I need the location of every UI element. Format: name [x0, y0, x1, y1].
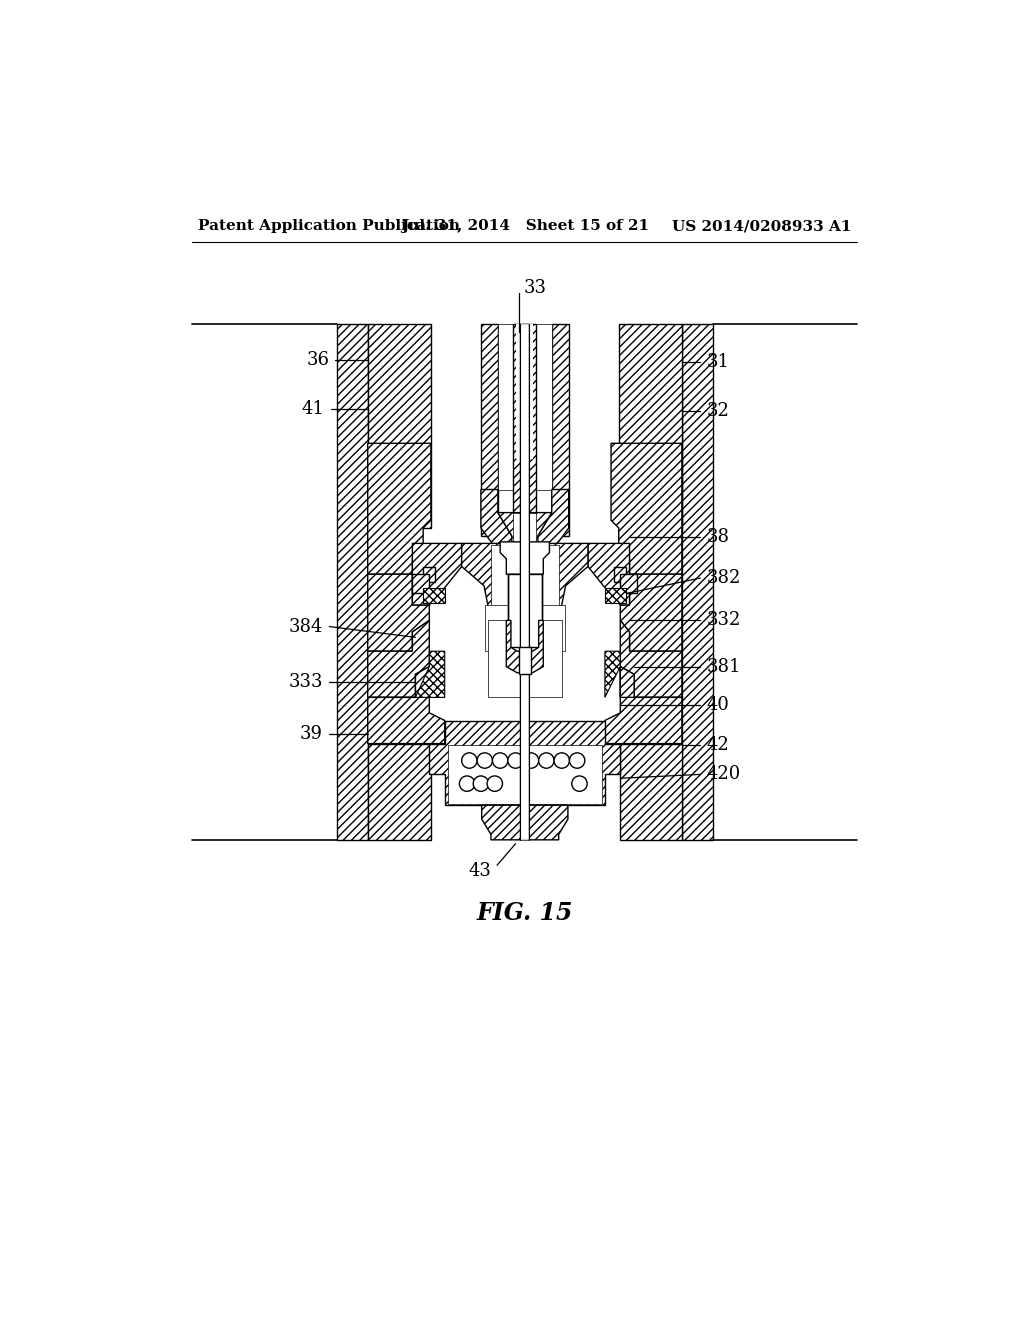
Text: 333: 333 [289, 673, 323, 690]
Bar [487, 620, 562, 697]
Bar [682, 323, 713, 840]
Circle shape [460, 776, 475, 792]
Circle shape [487, 776, 503, 792]
Circle shape [554, 752, 569, 768]
Bar [511, 574, 539, 622]
Circle shape [473, 776, 488, 792]
Polygon shape [368, 574, 429, 651]
Text: 420: 420 [707, 766, 740, 783]
Bar [368, 743, 431, 840]
Bar [498, 323, 552, 490]
Polygon shape [498, 512, 552, 574]
Bar [413, 574, 429, 594]
Text: 33: 33 [523, 279, 546, 297]
Circle shape [493, 752, 508, 768]
Circle shape [539, 752, 554, 768]
Text: 38: 38 [707, 528, 729, 546]
Text: US 2014/0208933 A1: US 2014/0208933 A1 [672, 219, 851, 234]
Polygon shape [621, 574, 682, 651]
Bar [518, 647, 531, 675]
Polygon shape [368, 620, 429, 697]
Bar [423, 566, 435, 582]
Text: FIG. 15: FIG. 15 [476, 902, 573, 925]
Text: 381: 381 [707, 657, 741, 676]
Bar [614, 566, 627, 582]
Bar [484, 605, 565, 651]
Bar [552, 323, 568, 536]
Circle shape [523, 752, 539, 768]
Text: Patent Application Publication: Patent Application Publication [199, 219, 461, 234]
Bar [368, 323, 431, 528]
Polygon shape [588, 544, 630, 605]
Polygon shape [368, 444, 431, 574]
Polygon shape [506, 620, 544, 673]
Polygon shape [605, 651, 682, 697]
Bar [513, 323, 537, 536]
Text: 40: 40 [707, 696, 729, 714]
Polygon shape [621, 620, 682, 697]
Polygon shape [611, 444, 682, 574]
Text: 39: 39 [300, 726, 323, 743]
Bar [621, 743, 682, 840]
Bar [621, 574, 637, 594]
Bar [520, 323, 529, 840]
Bar [490, 545, 559, 618]
Bar [508, 574, 542, 647]
Bar [513, 513, 537, 573]
Text: 384: 384 [289, 618, 323, 635]
Text: 332: 332 [707, 611, 741, 630]
Polygon shape [368, 667, 444, 743]
Polygon shape [605, 667, 682, 743]
Text: 382: 382 [707, 569, 741, 587]
Circle shape [571, 776, 587, 792]
Text: 32: 32 [707, 403, 729, 420]
Bar [337, 323, 368, 840]
Polygon shape [500, 543, 550, 574]
Circle shape [508, 752, 523, 768]
Polygon shape [413, 544, 462, 605]
Bar [516, 323, 534, 459]
Polygon shape [481, 490, 568, 552]
Bar [618, 323, 682, 528]
Polygon shape [423, 589, 444, 603]
Circle shape [477, 752, 493, 768]
Circle shape [569, 752, 585, 768]
Bar [447, 744, 602, 804]
Circle shape [462, 752, 477, 768]
Text: 36: 36 [306, 351, 330, 370]
Polygon shape [481, 805, 568, 840]
Polygon shape [462, 544, 588, 620]
Bar [481, 323, 498, 536]
Polygon shape [429, 721, 621, 805]
Text: 43: 43 [468, 862, 490, 880]
Text: Jul. 31, 2014   Sheet 15 of 21: Jul. 31, 2014 Sheet 15 of 21 [400, 219, 649, 234]
Text: 41: 41 [302, 400, 325, 417]
Polygon shape [368, 651, 444, 697]
Text: 31: 31 [707, 354, 729, 371]
Polygon shape [605, 589, 627, 603]
Text: 42: 42 [707, 737, 729, 754]
